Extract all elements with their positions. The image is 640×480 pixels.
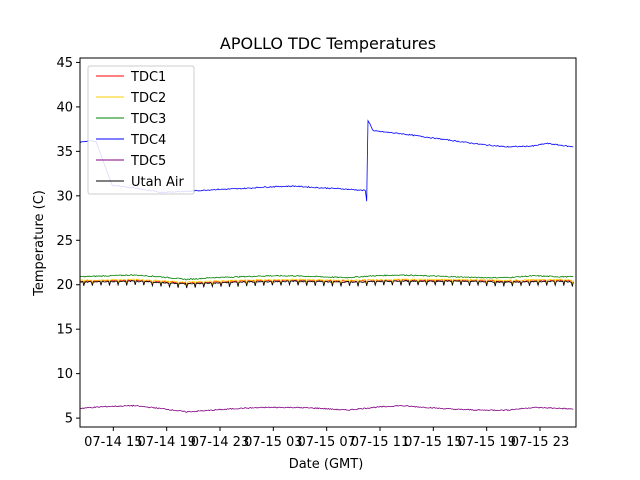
y-axis-title: Temperature (C) [32, 190, 47, 297]
legend-label-5: Utah Air [131, 175, 184, 190]
x-tick-label-5: 07-15 11 [351, 435, 409, 450]
legend-label-3: TDC4 [130, 133, 166, 148]
y-tick-label-15: 15 [56, 323, 73, 338]
legend: TDC1 TDC2 TDC3 TDC4 TDC5 Utah Air [87, 65, 195, 195]
y-tick-label-10: 10 [56, 367, 73, 382]
series-line-utah-air [80, 280, 574, 289]
x-tick-label-3: 07-15 03 [244, 435, 302, 450]
x-axis-title: Date (GMT) [289, 457, 364, 472]
legend-label-1: TDC2 [130, 91, 166, 106]
legend-box [87, 65, 195, 195]
y-tick-label-20: 20 [56, 278, 73, 293]
chart-title: APOLLO TDC Temperatures [220, 34, 436, 53]
y-tick-label-30: 30 [56, 189, 73, 204]
y-tick-label-45: 45 [56, 56, 73, 71]
series-line-tdc2 [80, 278, 574, 287]
x-tick-label-0: 07-14 15 [84, 435, 142, 450]
y-tick-label-25: 25 [56, 234, 73, 249]
axes-frame [79, 57, 577, 428]
y-tick-label-5: 5 [65, 412, 73, 427]
x-tick-label-4: 07-15 07 [297, 435, 355, 450]
series-line-tdc5 [80, 404, 574, 413]
x-tick-label-6: 07-15 15 [404, 435, 462, 450]
x-tick-label-2: 07-14 23 [191, 435, 249, 450]
y-tick-label-40: 40 [56, 100, 73, 115]
x-tick-label-7: 07-15 19 [457, 435, 515, 450]
legend-label-4: TDC5 [130, 154, 166, 169]
x-tick-label-1: 07-14 19 [137, 435, 195, 450]
series-line-tdc3 [80, 274, 574, 281]
x-tick-label-8: 07-15 23 [511, 435, 569, 450]
legend-label-2: TDC3 [130, 112, 166, 127]
y-tick-label-35: 35 [56, 145, 73, 160]
legend-label-0: TDC1 [130, 70, 166, 85]
